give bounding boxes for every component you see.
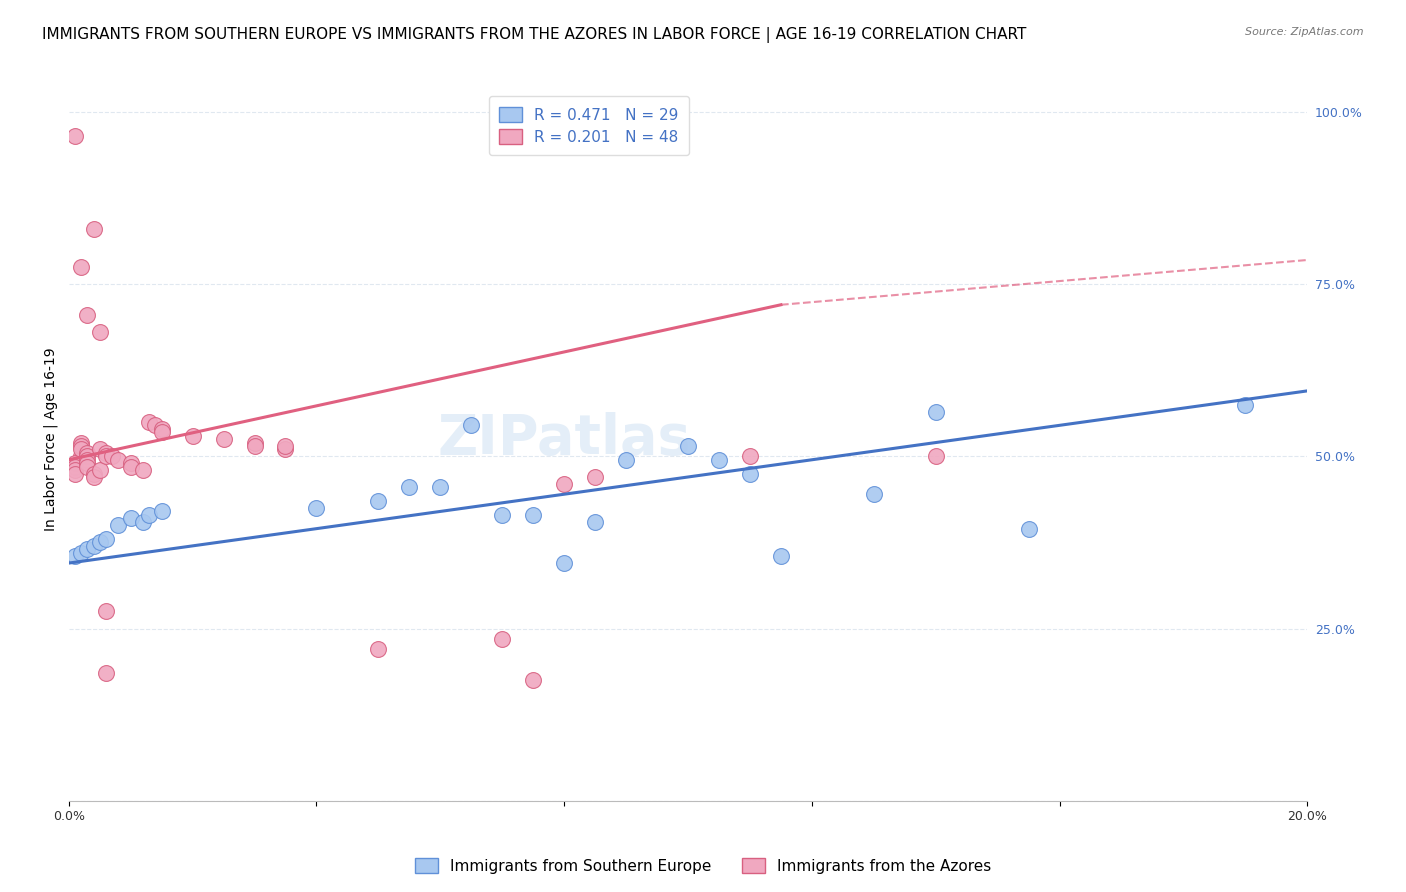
Point xyxy=(120,459,142,474)
Point xyxy=(305,500,328,515)
Point xyxy=(150,422,173,436)
Y-axis label: In Labor Force | Age 16-19: In Labor Force | Age 16-19 xyxy=(44,347,58,531)
Point xyxy=(398,480,420,494)
Point xyxy=(243,439,266,453)
Point xyxy=(138,508,160,522)
Point xyxy=(212,432,235,446)
Point xyxy=(94,450,117,464)
Point xyxy=(63,467,86,481)
Point xyxy=(63,128,86,143)
Point xyxy=(145,418,167,433)
Text: IMMIGRANTS FROM SOUTHERN EUROPE VS IMMIGRANTS FROM THE AZORES IN LABOR FORCE | A: IMMIGRANTS FROM SOUTHERN EUROPE VS IMMIG… xyxy=(42,27,1026,43)
Point xyxy=(107,518,129,533)
Point xyxy=(243,435,266,450)
Point xyxy=(553,556,575,570)
Point xyxy=(120,511,142,525)
Point xyxy=(76,542,98,557)
Point xyxy=(70,450,93,464)
Point xyxy=(89,442,111,457)
Point xyxy=(707,452,730,467)
Point xyxy=(491,632,513,646)
Point xyxy=(460,418,482,433)
Point xyxy=(150,504,173,518)
Point xyxy=(63,456,86,470)
Point xyxy=(367,494,389,508)
Point xyxy=(101,450,124,464)
Point xyxy=(367,642,389,657)
Point xyxy=(63,459,86,474)
Point xyxy=(94,532,117,546)
Point xyxy=(925,450,948,464)
Point xyxy=(274,439,297,453)
Point xyxy=(94,666,117,681)
Point xyxy=(274,442,297,457)
Point xyxy=(491,508,513,522)
Point xyxy=(676,439,699,453)
Text: ZIPatlas: ZIPatlas xyxy=(437,412,690,467)
Point xyxy=(138,415,160,429)
Point xyxy=(83,222,105,236)
Point xyxy=(83,470,105,484)
Point xyxy=(70,546,93,560)
Point xyxy=(83,539,105,553)
Point xyxy=(76,452,98,467)
Point xyxy=(132,463,155,477)
Point xyxy=(614,452,637,467)
Point xyxy=(76,450,98,464)
Point xyxy=(1018,522,1040,536)
Point xyxy=(738,450,761,464)
Text: Source: ZipAtlas.com: Source: ZipAtlas.com xyxy=(1246,27,1364,37)
Point xyxy=(429,480,451,494)
Point xyxy=(583,515,606,529)
Point xyxy=(150,425,173,440)
Point xyxy=(94,604,117,618)
Point xyxy=(76,446,98,460)
Point xyxy=(120,456,142,470)
Point xyxy=(63,549,86,564)
Point xyxy=(76,456,98,470)
Point xyxy=(70,260,93,274)
Point xyxy=(107,452,129,467)
Point xyxy=(70,435,93,450)
Point xyxy=(181,428,204,442)
Point xyxy=(925,404,948,418)
Point xyxy=(863,487,886,501)
Legend: Immigrants from Southern Europe, Immigrants from the Azores: Immigrants from Southern Europe, Immigra… xyxy=(409,852,997,880)
Legend: R = 0.471   N = 29, R = 0.201   N = 48: R = 0.471 N = 29, R = 0.201 N = 48 xyxy=(488,96,689,155)
Point xyxy=(83,467,105,481)
Point xyxy=(1234,398,1257,412)
Point xyxy=(89,326,111,340)
Point xyxy=(553,476,575,491)
Point xyxy=(769,549,792,564)
Point xyxy=(132,515,155,529)
Point xyxy=(63,463,86,477)
Point xyxy=(89,535,111,549)
Point xyxy=(522,673,544,688)
Point xyxy=(94,446,117,460)
Point xyxy=(76,459,98,474)
Point xyxy=(70,439,93,453)
Point xyxy=(70,442,93,457)
Point xyxy=(89,463,111,477)
Point xyxy=(583,470,606,484)
Point xyxy=(76,308,98,322)
Point xyxy=(738,467,761,481)
Point xyxy=(522,508,544,522)
